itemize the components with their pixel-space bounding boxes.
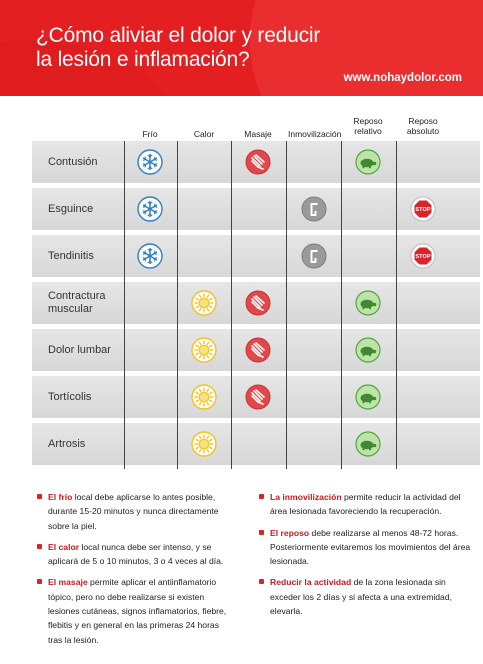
note-text: local debe aplicarse lo antes posible, d… [48,492,219,531]
note-text: debe realizarse al menos 48-72 horas. Po… [270,527,471,567]
note-keyword: El frío [48,492,73,502]
column-header: Reposo absoluto [397,116,449,136]
table-row: Esguince [32,188,480,230]
bullet-icon [37,494,42,499]
row-label-line: Dolor lumbar [48,343,111,356]
sun-icon [191,431,217,457]
note-paragraph: El calor local nunca debe ser intenso, y… [34,540,229,569]
title-line-1: ¿Cómo aliviar el dolor y reducir [36,24,321,47]
turtle-icon [355,431,381,457]
table-row: Artrosis [32,423,480,465]
column-divider [286,141,287,469]
page-title: ¿Cómo aliviar el dolor y reducir la lesi… [36,24,356,72]
row-label: Dolor lumbar [48,329,128,371]
note-keyword: Reducir la actividad [270,577,352,588]
column-header-line: absoluto [406,126,440,136]
note-keyword: El masaje [48,577,88,588]
massage-hand-icon [245,384,271,410]
bullet-icon [259,494,264,499]
column-header-line: Inmovilización [288,129,342,139]
column-header-line: Reposo [408,116,438,126]
column-header-line: Reposo [353,116,383,126]
column-header: Calor [178,129,230,139]
note-keyword: La inmovilización [270,492,342,502]
row-label-line: muscular [48,303,93,315]
note-text: permite reducir la actividad del área le… [270,492,461,517]
massage-hand-icon [245,290,271,316]
snowflake-icon [137,196,163,222]
row-label-line: Tortícolis [48,390,92,403]
header-decoration [250,0,483,96]
note-paragraph: El frío local debe aplicarse lo antes po… [34,490,229,533]
stop-sign-text: STOP [415,207,430,213]
title-line-2: la lesión e inflamación? [36,48,250,71]
bullet-icon [259,579,264,585]
massage-hand-icon [245,149,271,175]
note-paragraph: Reducir la actividad de la zona lesionad… [256,575,471,618]
column-divider [231,141,232,469]
column-divider [124,141,125,469]
bandage-icon [301,243,327,269]
turtle-icon [355,337,381,363]
column-divider [341,141,342,469]
column-divider [396,141,397,469]
header-banner: ¿Cómo aliviar el dolor y reducir la lesi… [0,0,483,96]
row-label-line: Contractura [48,290,106,302]
notes-right: La inmovilización permite reducir la act… [256,490,471,625]
row-label-line: Tendinitis [48,249,94,262]
column-header-line: Calor [193,129,215,139]
row-label: Artrosis [48,423,128,465]
bullet-icon [37,579,42,585]
note-keyword: El reposo [270,527,310,538]
turtle-icon [355,384,381,410]
column-header: Inmovilización [288,129,342,139]
column-header: Frío [124,129,176,139]
note-text: permite aplicar el antiinflamatorio tópi… [48,577,227,645]
snowflake-icon [137,243,163,269]
turtle-icon [355,290,381,316]
note-paragraph: El masaje permite aplicar el antiinflama… [34,575,229,646]
table-row: Tendinitis [32,235,480,277]
sun-icon [191,337,217,363]
row-label: Contractura muscular [48,282,128,324]
column-header-line: Frío [142,129,158,139]
stop-sign-text: STOP [415,254,430,260]
bullet-icon [37,543,42,549]
row-label-line: Artrosis [48,437,86,450]
note-paragraph: La inmovilización permite reducir la act… [256,490,471,519]
snowflake-icon [137,149,163,175]
row-label-line: Esguince [48,202,94,215]
sun-icon [191,290,217,316]
bandage-icon [301,196,327,222]
column-header: Reposo relativo [342,116,394,136]
sun-icon [191,384,217,410]
row-label-line: Contusión [48,155,98,168]
column-header: Masaje [232,129,284,139]
column-header-line: Masaje [244,129,272,139]
stop-icon: STOP [410,243,436,269]
note-paragraph: El reposo debe realizarse al menos 48-72… [256,526,471,569]
turtle-icon [355,149,381,175]
column-divider [177,141,178,469]
note-text: local nunca debe ser intenso, y se aplic… [48,541,224,567]
note-text: de la zona lesionada sin exceder los 2 d… [270,577,453,617]
row-label: Contusión [48,141,128,183]
notes-left: El frío local debe aplicarse lo antes po… [34,490,229,654]
stop-icon: STOP [410,196,436,222]
massage-hand-icon [245,337,271,363]
column-header-line: relativo [354,126,382,136]
row-label: Tendinitis [48,235,128,277]
note-keyword: El calor [48,541,80,552]
row-label: Tortícolis [48,376,128,418]
website-url: www.nohaydolor.com [343,72,462,84]
row-label: Esguince [48,188,128,230]
bullet-icon [259,529,264,535]
